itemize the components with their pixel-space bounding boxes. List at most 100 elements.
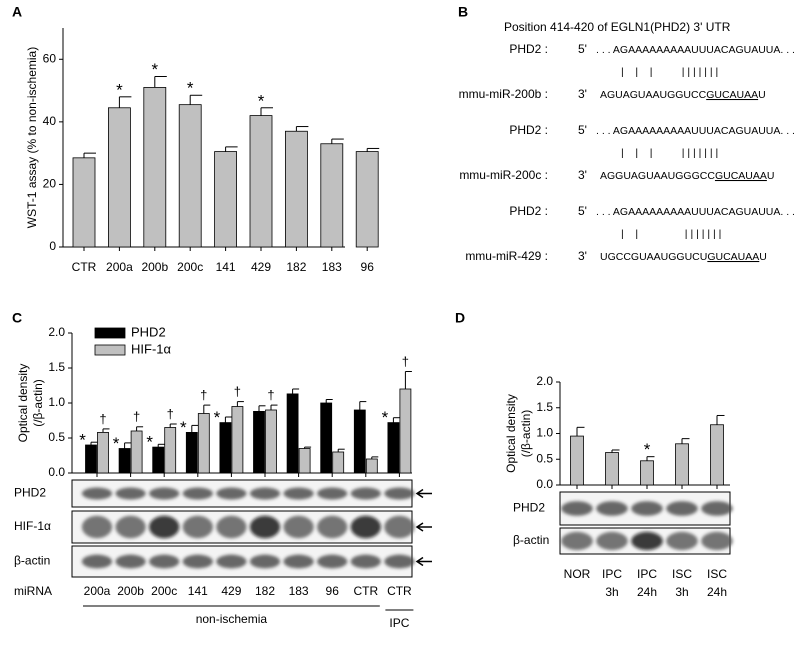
- mirna-after: U: [767, 170, 775, 182]
- panel-label: D: [455, 310, 465, 326]
- bar: [97, 431, 109, 474]
- y-tick-label: 0.5: [536, 451, 553, 465]
- error-bar: [118, 96, 132, 108]
- significance-marker: †: [234, 384, 241, 399]
- x-tick-label: 96: [361, 260, 375, 274]
- legend-swatch: [94, 344, 126, 356]
- blot-band: [182, 487, 213, 500]
- blot-band: [631, 501, 663, 516]
- blot-row-label: PHD2: [14, 486, 46, 500]
- x-tick-label: 429: [221, 584, 241, 598]
- x-tick-label: 429: [251, 260, 271, 274]
- mirna-end: 3': [578, 249, 587, 263]
- blot-band: [249, 554, 281, 569]
- bar: [265, 409, 277, 474]
- x-tick-sublabel: 3h: [605, 585, 618, 599]
- y-tick-label: 20: [43, 177, 57, 191]
- blot-band: [216, 554, 247, 569]
- bar: [108, 107, 131, 248]
- mirna-sequence: AGGUAGUAAUGGGCCGUCAUAAU: [600, 170, 774, 182]
- pairing: | | | | | | | | | |: [621, 147, 718, 159]
- blot-band: [149, 487, 180, 500]
- error-bar: [154, 75, 167, 88]
- significance-marker: *: [116, 80, 123, 99]
- error-bar: [359, 401, 367, 410]
- bar: [197, 413, 210, 474]
- bar: [178, 104, 202, 248]
- x-tick-label: ISC: [707, 567, 727, 581]
- error-bar: [124, 442, 132, 449]
- blot-band: [283, 554, 314, 569]
- error-bar: [366, 147, 380, 152]
- bar: [231, 406, 244, 474]
- blot-band: [283, 515, 314, 539]
- blot-band: [350, 515, 381, 539]
- x-tick-label: 200a: [84, 584, 111, 598]
- x-tick-label: 182: [286, 260, 306, 274]
- bar: [130, 430, 143, 474]
- x-tick-label: 96: [326, 584, 340, 598]
- blot-band: [283, 487, 314, 500]
- target-sequence: . . . AGAAAAAAAAAUUUACAGUAUUA. . .: [596, 125, 795, 137]
- blot-band: [666, 531, 698, 551]
- error-bar: [157, 443, 165, 448]
- target-end: 5': [578, 123, 587, 137]
- blot-band: [631, 531, 663, 551]
- y-tick-label: 0.0: [48, 465, 65, 479]
- significance-marker: †: [167, 406, 174, 421]
- error-bar: [136, 426, 144, 431]
- mirna-seed: GUCAUAA: [715, 170, 767, 182]
- error-bar: [304, 446, 312, 449]
- bar: [298, 448, 311, 474]
- error-bar: [325, 399, 333, 403]
- category-axis-label: miRNA: [14, 584, 52, 598]
- significance-marker: †: [402, 354, 409, 369]
- bar: [118, 448, 131, 474]
- significance-marker: †: [200, 388, 207, 403]
- blot-row-label: β-actin: [513, 533, 549, 547]
- error-bar: [576, 426, 585, 437]
- bar: [214, 151, 238, 248]
- blot-band: [561, 501, 593, 516]
- bar: [570, 435, 584, 486]
- blot-band: [216, 487, 247, 500]
- blot-row-label: PHD2: [513, 501, 545, 515]
- bar: [675, 443, 689, 486]
- x-tick-label: 183: [322, 260, 342, 274]
- blot-band: [81, 487, 113, 500]
- target-end: 5': [578, 42, 587, 56]
- blot-band: [561, 531, 593, 551]
- bar: [605, 452, 619, 486]
- mirna-after: U: [759, 251, 767, 263]
- mirna-end: 3': [578, 168, 587, 182]
- bar: [320, 402, 333, 474]
- y-axis-label: Optical density: [16, 364, 30, 443]
- bar: [399, 388, 412, 474]
- x-tick-label: IPC: [637, 567, 657, 581]
- x-tick-label: 183: [289, 584, 309, 598]
- bar: [85, 444, 97, 474]
- x-tick-label: 200b: [141, 260, 168, 274]
- mirna-seed: GUCAUAA: [707, 251, 759, 263]
- bar: [249, 115, 273, 248]
- error-bar: [292, 388, 300, 394]
- error-bar: [716, 414, 725, 425]
- y-axis-label: (/β-actin): [519, 410, 533, 458]
- legend-label: HIF-1α: [131, 341, 172, 356]
- significance-marker: *: [258, 91, 265, 110]
- y-tick-label: 1.5: [536, 400, 553, 414]
- significance-marker: *: [146, 433, 153, 452]
- mirna-after: U: [758, 89, 766, 101]
- error-bar: [681, 438, 690, 444]
- legend-swatch: [94, 327, 126, 339]
- target-label: PHD2 :: [509, 123, 548, 137]
- blot-band: [350, 487, 381, 500]
- bar: [219, 422, 232, 474]
- target-label: PHD2 :: [509, 204, 548, 218]
- error-bar: [189, 94, 203, 105]
- error-bar: [260, 107, 273, 116]
- significance-marker: *: [79, 430, 86, 449]
- significance-marker: *: [644, 440, 651, 459]
- x-tick-label: 141: [216, 260, 236, 274]
